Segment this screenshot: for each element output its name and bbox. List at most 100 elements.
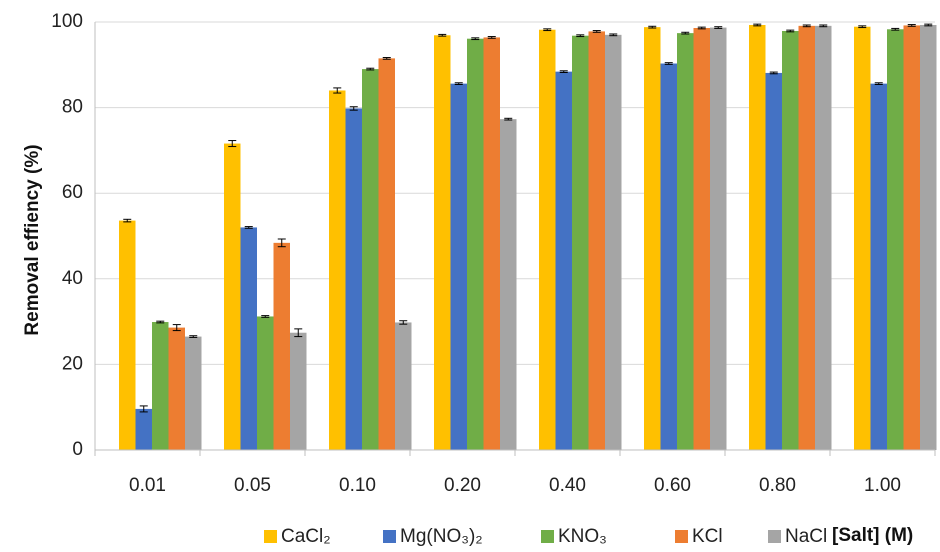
legend-entry: KNO₃ bbox=[541, 526, 607, 547]
error-bar bbox=[189, 335, 198, 338]
error-bar bbox=[333, 87, 342, 94]
bar bbox=[588, 31, 605, 450]
y-tick-label: 100 bbox=[51, 11, 83, 32]
bar bbox=[539, 29, 556, 450]
error-bar bbox=[487, 36, 496, 39]
bar bbox=[450, 83, 467, 450]
bar bbox=[605, 34, 622, 451]
bar bbox=[854, 26, 871, 450]
error-bar bbox=[891, 27, 900, 31]
bar bbox=[362, 69, 379, 450]
bar bbox=[887, 29, 904, 450]
error-bar bbox=[664, 62, 673, 65]
bar bbox=[378, 58, 395, 450]
error-bar bbox=[648, 25, 657, 29]
x-tick-label: 0.01 bbox=[129, 475, 166, 496]
error-bar bbox=[819, 24, 828, 28]
error-bar bbox=[697, 26, 706, 30]
x-tick-label: 0.60 bbox=[654, 475, 691, 496]
bar bbox=[290, 332, 307, 450]
error-bar bbox=[924, 23, 933, 27]
error-bar bbox=[261, 315, 270, 318]
error-bar bbox=[681, 31, 690, 35]
error-bar bbox=[592, 30, 601, 33]
bar bbox=[903, 25, 920, 450]
error-bar bbox=[382, 57, 391, 60]
legend-entry: Mg(NO₃)₂ bbox=[383, 526, 483, 547]
error-bar bbox=[244, 226, 253, 229]
error-bar bbox=[172, 324, 181, 332]
legend-label: Mg(NO₃)₂ bbox=[400, 526, 483, 547]
error-bar bbox=[786, 29, 795, 33]
y-tick-label: 20 bbox=[62, 353, 83, 374]
x-tick-label: 0.05 bbox=[234, 475, 271, 496]
error-bar bbox=[858, 25, 867, 29]
bar bbox=[677, 33, 694, 451]
error-bars bbox=[123, 23, 933, 413]
error-bar bbox=[438, 33, 447, 37]
legend-swatch bbox=[541, 530, 554, 543]
error-bar bbox=[471, 37, 480, 41]
bar bbox=[273, 242, 290, 450]
bar bbox=[345, 108, 362, 451]
bar bbox=[483, 37, 500, 451]
error-bar bbox=[294, 328, 303, 338]
axes bbox=[94, 22, 936, 456]
y-tick-label: 0 bbox=[72, 439, 83, 460]
x-tick-label: 1.00 bbox=[864, 475, 901, 496]
bar bbox=[660, 63, 677, 451]
bar bbox=[224, 143, 241, 450]
bar bbox=[395, 322, 412, 450]
bar bbox=[240, 227, 257, 450]
x-axis-title: [Salt] (M) bbox=[832, 525, 913, 546]
legend-entry: NaCl bbox=[768, 526, 827, 547]
error-bar bbox=[559, 70, 568, 74]
legend-swatch bbox=[383, 530, 396, 543]
error-bar bbox=[874, 82, 883, 85]
legend-entry: CaCl₂ bbox=[264, 526, 331, 547]
error-bar bbox=[609, 33, 618, 37]
legend: CaCl₂ Mg(NO₃)₂ KNO₃ KCl NaCl bbox=[264, 526, 827, 547]
legend-swatch bbox=[675, 530, 688, 543]
bar bbox=[257, 316, 274, 450]
error-bar bbox=[277, 238, 286, 248]
error-bar bbox=[139, 405, 148, 413]
error-bar bbox=[228, 140, 237, 148]
bar bbox=[644, 27, 661, 451]
bar bbox=[920, 24, 937, 450]
error-bar bbox=[753, 23, 762, 27]
x-tick-label: 0.40 bbox=[549, 475, 586, 496]
bar bbox=[434, 35, 451, 450]
error-bar bbox=[907, 24, 916, 27]
error-bar bbox=[366, 67, 375, 71]
bar bbox=[119, 220, 136, 450]
bar bbox=[798, 25, 815, 451]
x-tick-label: 0.20 bbox=[444, 475, 481, 496]
error-bar bbox=[802, 24, 811, 28]
bar bbox=[572, 35, 589, 451]
error-bar bbox=[454, 82, 463, 85]
x-tick-label: 0.80 bbox=[759, 475, 796, 496]
legend-label: KNO₃ bbox=[558, 526, 607, 547]
bar bbox=[467, 38, 484, 450]
error-bar bbox=[769, 71, 778, 75]
bar bbox=[749, 24, 766, 450]
y-tick-label: 40 bbox=[62, 268, 83, 289]
error-bar bbox=[504, 117, 513, 121]
y-tick-label: 60 bbox=[62, 182, 83, 203]
bar bbox=[135, 408, 152, 450]
bars bbox=[119, 24, 937, 451]
legend-swatch bbox=[768, 530, 781, 543]
bar bbox=[555, 71, 572, 450]
legend-label: NaCl bbox=[785, 526, 827, 547]
bar bbox=[765, 72, 782, 450]
error-bar bbox=[349, 106, 358, 111]
error-bar bbox=[543, 28, 552, 32]
error-bar bbox=[714, 26, 723, 29]
x-tick-labels: 0.01 0.05 0.10 0.20 0.40 0.60 0.80 1.00 bbox=[129, 475, 901, 496]
bar bbox=[329, 90, 346, 450]
legend-label: CaCl₂ bbox=[281, 526, 331, 547]
y-axis-title: Removal effiency (%) bbox=[22, 144, 43, 335]
bar bbox=[710, 27, 727, 451]
